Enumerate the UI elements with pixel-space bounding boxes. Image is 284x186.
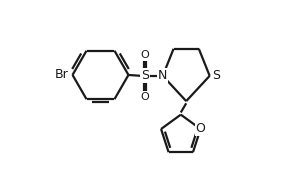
- Text: S: S: [141, 69, 149, 82]
- Text: O: O: [196, 123, 205, 135]
- Text: Br: Br: [55, 68, 68, 81]
- Text: O: O: [140, 92, 149, 102]
- Text: S: S: [212, 69, 220, 82]
- Text: N: N: [158, 69, 168, 82]
- Text: O: O: [140, 50, 149, 60]
